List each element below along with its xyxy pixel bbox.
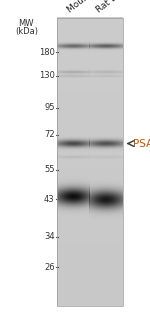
- Text: 43: 43: [44, 195, 55, 204]
- Text: 130: 130: [39, 71, 55, 80]
- Text: 180: 180: [39, 48, 55, 57]
- Text: 72: 72: [44, 130, 55, 139]
- Text: PSAP: PSAP: [133, 138, 150, 149]
- Text: Rat brain: Rat brain: [94, 0, 132, 14]
- Text: 55: 55: [44, 165, 55, 174]
- Text: 34: 34: [44, 232, 55, 241]
- Text: 26: 26: [44, 263, 55, 272]
- Text: 95: 95: [44, 103, 55, 112]
- Text: MW: MW: [18, 19, 34, 28]
- Bar: [57, 18, 123, 306]
- Text: (kDa): (kDa): [15, 27, 38, 36]
- Text: Mouse brain: Mouse brain: [66, 0, 115, 14]
